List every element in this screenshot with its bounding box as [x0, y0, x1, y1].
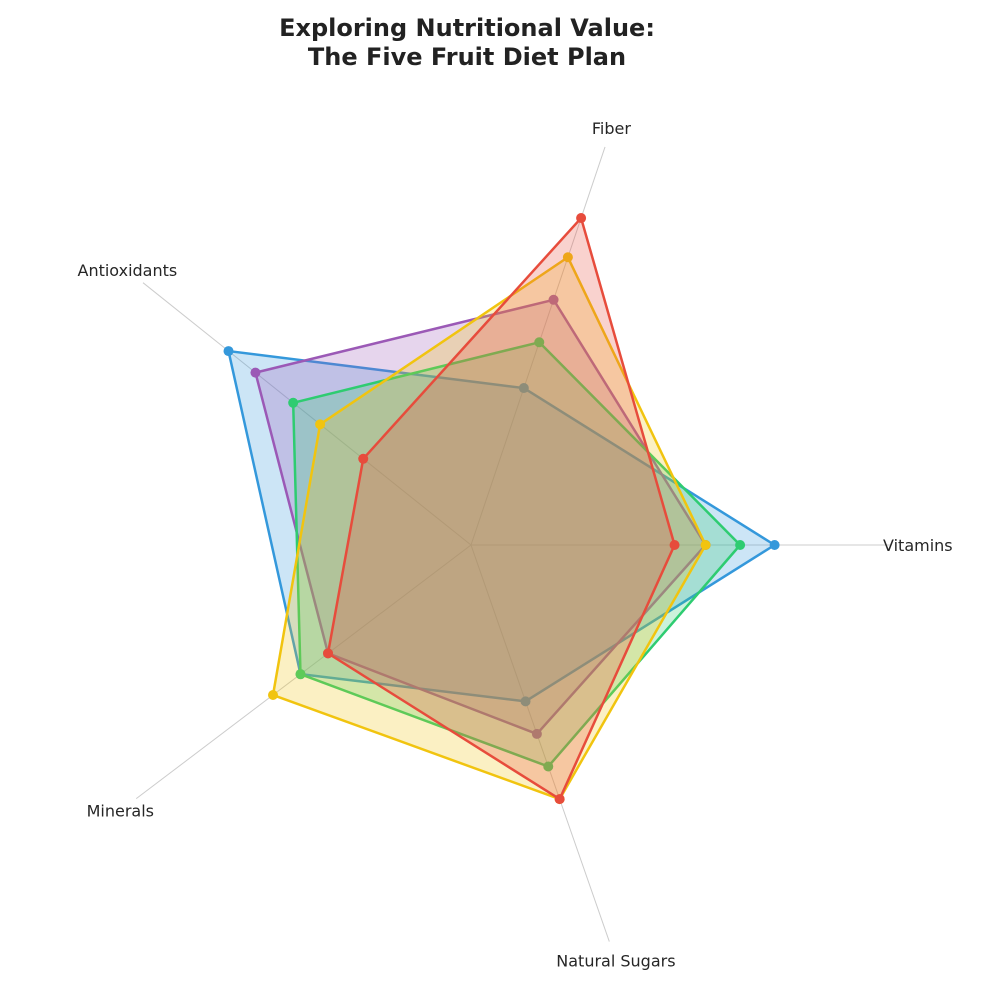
radar-series: [223, 213, 780, 805]
radar-axes: [135, 146, 891, 942]
series-1-point-fiber: [518, 383, 529, 394]
axis-label-fiber: Fiber: [592, 119, 631, 138]
series-3-point-fiber: [534, 337, 545, 348]
series-2-point-antioxidants: [250, 367, 261, 378]
series-5-point-fiber: [576, 213, 587, 224]
chart-title-line-2: The Five Fruit Diet Plan: [307, 43, 627, 71]
axis-label-vitamins: Vitamins: [883, 536, 953, 555]
series-4: [268, 252, 711, 805]
series-1-point-antioxidants: [223, 346, 234, 357]
series-1-point-natural-sugars: [520, 696, 531, 707]
chart-title-line-1: Exploring Nutritional Value:: [279, 14, 655, 42]
series-5-point-vitamins: [669, 540, 680, 550]
axis-line-natural-sugars: [470, 544, 610, 942]
series-4-point-minerals: [268, 690, 279, 701]
series-5-area: [326, 216, 676, 801]
series-4-point-vitamins: [700, 540, 711, 550]
series-4-point-fiber: [562, 252, 573, 263]
series-3-point-antioxidants: [288, 397, 299, 408]
series-5-point-antioxidants: [358, 453, 369, 464]
chart-title: Exploring Nutritional Value: The Five Fr…: [0, 14, 934, 72]
series-2-area: [254, 298, 707, 736]
series-3-area: [291, 341, 742, 768]
series-3-point-natural-sugars: [543, 761, 554, 772]
series-5-point-natural-sugars: [554, 794, 565, 805]
axis-line-antioxidants: [142, 282, 472, 546]
series-1: [223, 346, 780, 707]
axis-label-minerals: Minerals: [87, 802, 154, 821]
radar-axis-labels: Vitamins Fiber Antioxidants Minerals Natural…: [78, 119, 953, 970]
axis-label-antioxidants: Antioxidants: [78, 261, 178, 280]
series-3: [288, 337, 746, 772]
series-2-point-natural-sugars: [531, 728, 542, 739]
series-4-point-antioxidants: [315, 419, 326, 430]
series-4-area: [271, 256, 707, 801]
series-5-point-minerals: [323, 648, 334, 659]
series-3-point-minerals: [295, 669, 306, 680]
series-1-area: [227, 349, 776, 703]
series-5: [323, 213, 680, 805]
series-2-point-fiber: [548, 294, 559, 305]
axis-label-natural-sugars: Natural Sugars: [556, 951, 675, 970]
series-1-point-vitamins: [769, 540, 780, 550]
series-3-point-vitamins: [735, 540, 746, 550]
